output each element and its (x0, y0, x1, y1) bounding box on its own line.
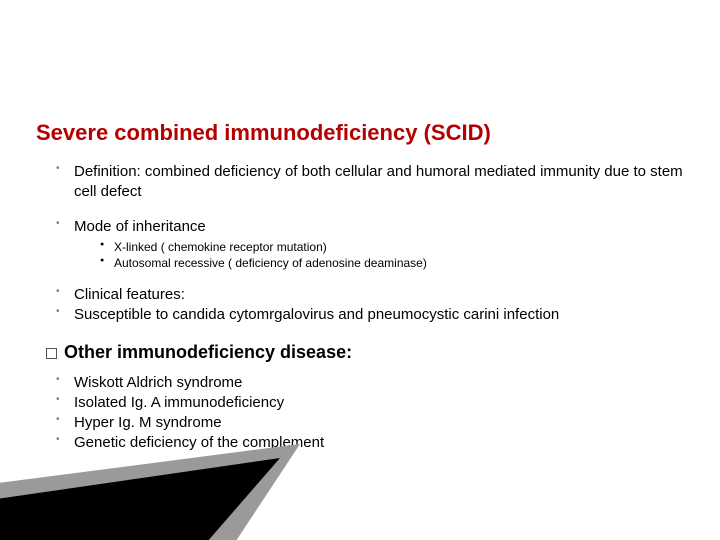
section-other-label: Other immunodeficiency disease: (64, 342, 352, 362)
bullet-inheritance-label: Mode of inheritance (74, 218, 206, 235)
bullet-definition: Definition: combined deficiency of both … (60, 162, 684, 203)
bullet-wiskott: Wiskott Aldrich syndrome (60, 373, 684, 393)
sub-autosomal: Autosomal recessive ( deficiency of aden… (102, 255, 684, 271)
bullet-clinical: Clinical features: (60, 285, 684, 305)
sub-list-inheritance: X-linked ( chemokine receptor mutation) … (74, 239, 684, 271)
bullet-iga: Isolated Ig. A immunodeficiency (60, 393, 684, 413)
bullet-inheritance: Mode of inheritance X-linked ( chemokine… (60, 217, 684, 272)
bullet-list-1: Definition: combined deficiency of both … (36, 162, 684, 271)
bullet-susceptible: Susceptible to candida cytomrgalovirus a… (60, 305, 684, 325)
corner-wedge (0, 430, 320, 540)
sub-xlinked: X-linked ( chemokine receptor mutation) (102, 239, 684, 255)
section-other: Other immunodeficiency disease: (46, 342, 684, 363)
bullet-list-2: Clinical features: Susceptible to candid… (36, 285, 684, 326)
slide: Severe combined immunodeficiency (SCID) … (0, 0, 720, 540)
slide-title: Severe combined immunodeficiency (SCID) (36, 120, 684, 146)
